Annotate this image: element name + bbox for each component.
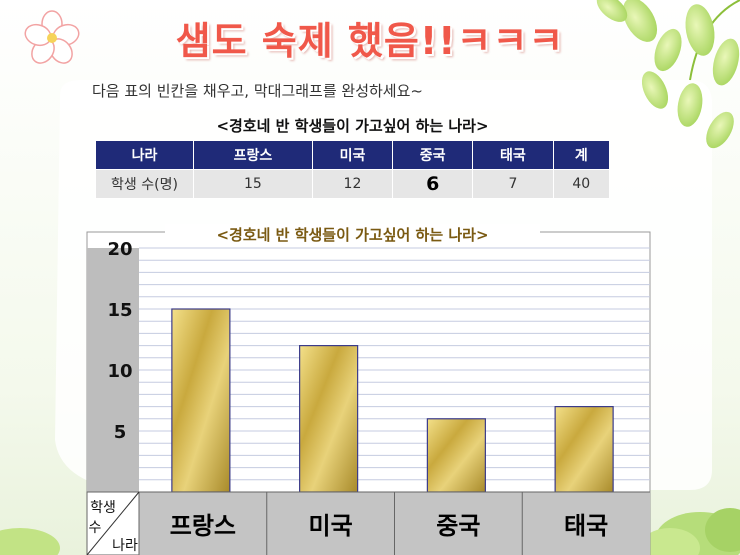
x-tick-label: 중국 [436, 512, 480, 540]
instruction-text: 다음 표의 빈칸을 채우고, 막대그래프를 완성하세요~ [92, 82, 423, 100]
chart-title: <경호네 반 학생들이 가고싶어 하는 나라> [165, 224, 540, 245]
table-header-cell: 미국 [311, 140, 394, 170]
table-header-cell: 프랑스 [193, 140, 313, 170]
corner-label: 학생 [90, 500, 116, 516]
y-tick-label: 20 [107, 239, 132, 260]
x-tick-label: 미국 [309, 512, 353, 540]
page-title: 샘도 숙제 했음!!ㅋㅋㅋ [175, 19, 565, 63]
y-axis-band [87, 248, 139, 492]
table-header-cell: 중국 [392, 140, 474, 170]
corner-diagonal [86, 491, 140, 555]
table-row-label: 학생 수(명) [95, 169, 194, 199]
x-axis-band [87, 492, 650, 555]
y-tick-label: 10 [107, 361, 132, 382]
table-row: 학생 수(명) 15 12 6 7 40 [95, 169, 611, 199]
table-header-cell: 태국 [472, 140, 554, 170]
table-header-cell: 계 [552, 140, 611, 170]
corner-label: 나라 [112, 538, 138, 554]
leaves-decoration [596, 0, 740, 149]
flower-icon [24, 10, 80, 64]
bar [299, 345, 359, 493]
table-header-row: 나라 프랑스 미국 중국 태국 계 [95, 140, 611, 170]
x-tick-label: 프랑스 [170, 512, 236, 540]
data-table: 나라 프랑스 미국 중국 태국 계 학생 수(명) 15 12 6 7 40 [95, 140, 611, 199]
bar [554, 406, 614, 493]
table-cell-total: 40 [552, 169, 611, 199]
corner-label: 수 [89, 520, 102, 536]
x-tick-label: 태국 [564, 512, 608, 540]
table-cell: 12 [311, 169, 394, 199]
table-caption: <경호네 반 학생들이 가고싶어 하는 나라> [216, 117, 489, 135]
y-tick-label: 5 [114, 422, 127, 443]
bar [426, 418, 486, 493]
bar [171, 308, 231, 493]
table-cell: 15 [193, 169, 313, 199]
table-header-cell: 나라 [95, 140, 194, 170]
bush-decoration-left [0, 528, 60, 555]
table-cell-answer: 6 [392, 169, 474, 199]
bush-decoration [640, 508, 740, 555]
y-tick-label: 15 [107, 300, 132, 321]
